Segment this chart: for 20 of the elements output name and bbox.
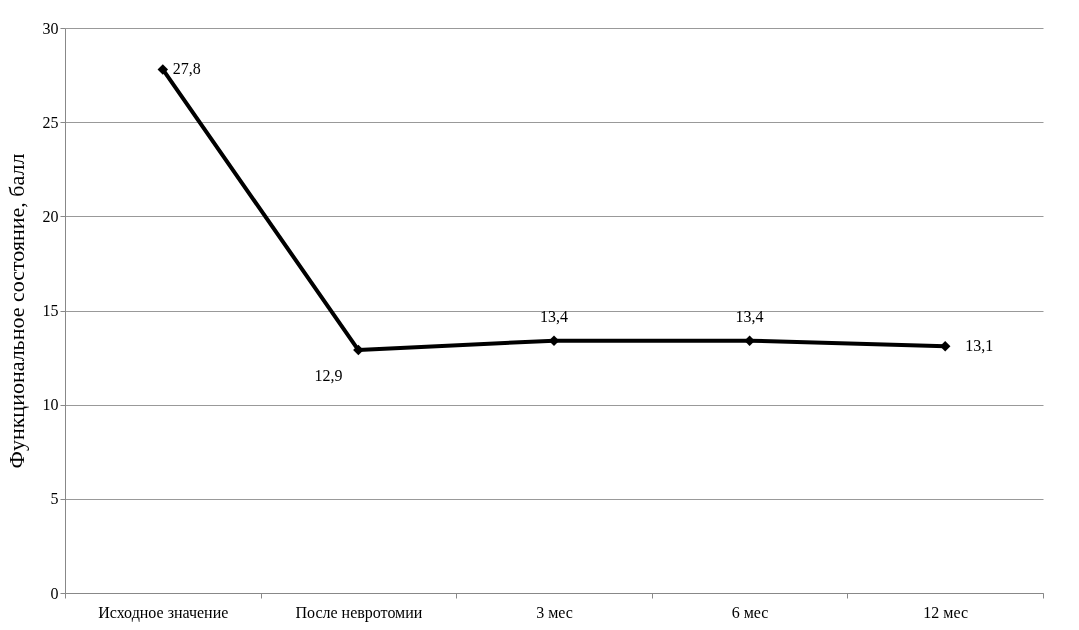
data-label: 13,4 [735,307,764,325]
y-tick-label: 10 [42,396,59,414]
y-axis-title: Функциональное состояние, балл [3,153,29,469]
data-label: 13,4 [540,307,568,325]
y-tick-label: 0 [50,584,59,602]
y-tick-label: 20 [42,207,59,225]
x-tick-label: 3 мес [536,603,573,621]
x-tick-label: После невротомии [295,603,423,622]
x-tick-label: 12 мес [923,603,969,621]
data-label: 13,1 [965,337,994,355]
data-label: 12,9 [314,367,343,385]
data-label: 27,8 [172,60,201,78]
x-tick-label: Исходное значение [98,603,229,622]
y-tick-label: 25 [42,113,59,131]
y-tick-label: 5 [50,490,59,508]
x-tick-label: 6 мес [731,603,769,621]
y-tick-label: 30 [42,19,59,37]
point [353,344,364,356]
y-tick-label: 15 [42,302,59,319]
point [157,64,169,75]
